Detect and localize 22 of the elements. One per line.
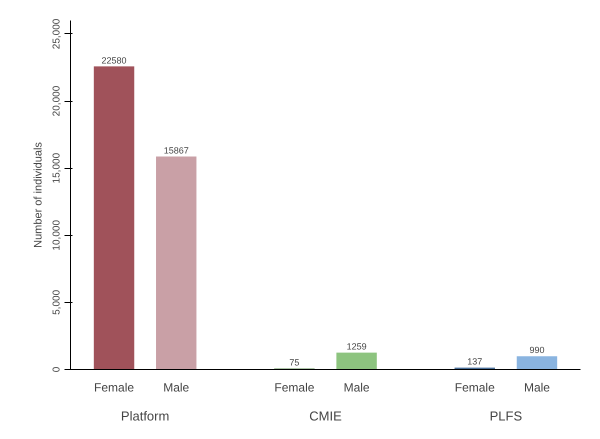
x-tick-label: Male — [524, 380, 550, 394]
x-tick-label: Female — [94, 380, 134, 394]
x-tick-label: Male — [163, 380, 190, 394]
y-tick-label: 25,000 — [52, 18, 62, 50]
text: PLFS — [490, 408, 522, 424]
text: CMIE — [309, 408, 342, 424]
x-tick-label: Female — [274, 380, 315, 394]
text: Platform — [120, 408, 170, 424]
x-tick-label: Female — [454, 380, 496, 394]
y-tick-label: 10,000 — [52, 220, 62, 251]
data-label: 22580 — [102, 55, 127, 66]
y-tick-label: 15,000 — [52, 152, 62, 184]
y-tick-label: 5,000 — [52, 289, 62, 315]
data-label: 75 — [289, 357, 300, 368]
data-label: 990 — [529, 345, 544, 356]
y-tick-label: 0 — [52, 366, 62, 372]
data-label: 15867 — [164, 146, 189, 156]
data-label: 137 — [467, 356, 482, 367]
data-label: 1259 — [346, 342, 367, 352]
y-tick-label: 20,000 — [52, 85, 62, 116]
y-axis-title: Number of individuals — [32, 142, 44, 248]
x-tick-label: Male — [344, 380, 370, 394]
